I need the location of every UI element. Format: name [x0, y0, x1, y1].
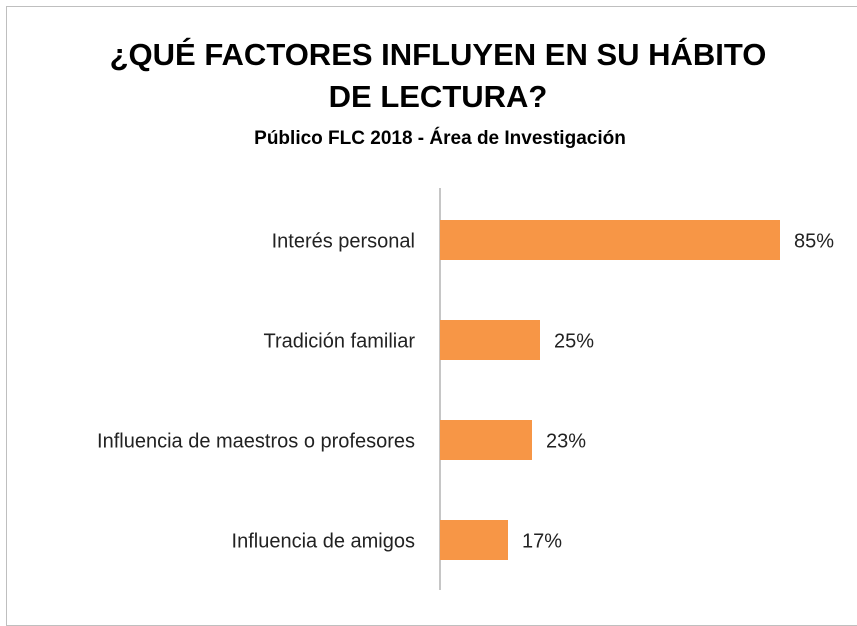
bar [440, 220, 780, 260]
y-tick-label: Influencia de amigos [232, 530, 415, 552]
bar [440, 520, 508, 560]
y-tick-label: Tradición familiar [263, 330, 415, 352]
y-tick-label: Influencia de maestros o profesores [97, 430, 415, 452]
bar [440, 420, 532, 460]
y-tick-label: Interés personal [272, 230, 415, 252]
chart-subtitle: Público FLC 2018 - Área de Investigación [254, 128, 626, 149]
data-label: 85% [794, 230, 834, 252]
page: ¿QUÉ FACTORES INFLUYEN EN SU HÁBITO DE L… [6, 6, 857, 626]
data-label: 17% [522, 530, 562, 552]
data-label: 23% [546, 430, 586, 452]
chart-title: ¿QUÉ FACTORES INFLUYEN EN SU HÁBITO DE L… [109, 37, 767, 114]
chart: Interés personal 85% Tradición familiar 25%… [97, 188, 834, 590]
data-label: 25% [554, 330, 594, 352]
bar [440, 320, 540, 360]
